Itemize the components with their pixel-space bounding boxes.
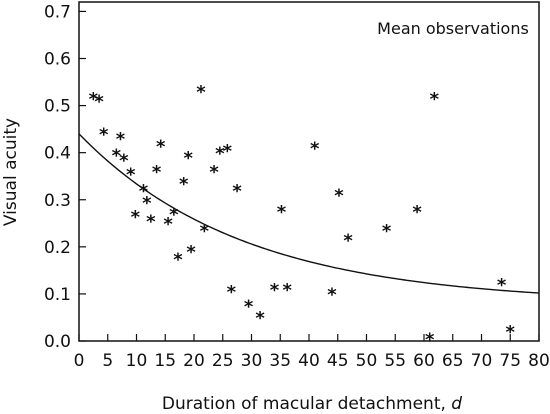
- plot-frame: [78, 1, 540, 342]
- data-point: *: [184, 148, 194, 169]
- x-axis-title: Duration of macular detachment, d: [162, 394, 462, 414]
- data-point: *: [146, 212, 156, 233]
- data-point: *: [89, 89, 99, 110]
- data-point: *: [282, 280, 292, 301]
- x-tick-label: 60: [413, 351, 435, 371]
- data-point: *: [156, 136, 166, 157]
- x-axis-title-variable: d: [451, 394, 462, 414]
- data-point: *: [425, 329, 435, 350]
- x-tick-label: 35: [269, 351, 291, 371]
- data-point: *: [94, 92, 104, 113]
- data-point: *: [200, 221, 210, 242]
- data-point: *: [255, 308, 265, 329]
- x-tick-label: 55: [384, 351, 406, 371]
- y-axis-title: Visual acuity: [1, 118, 21, 226]
- x-tick-label: 25: [212, 351, 234, 371]
- data-point: *: [227, 282, 237, 303]
- data-point: *: [163, 214, 173, 235]
- data-point: *: [131, 207, 141, 228]
- data-point: *: [334, 186, 344, 207]
- data-point: *: [310, 139, 320, 160]
- data-point: *: [179, 174, 189, 195]
- data-point: *: [196, 82, 206, 103]
- data-point: *: [99, 124, 109, 145]
- data-point: *: [497, 275, 507, 296]
- data-point: *: [215, 143, 225, 164]
- y-tick-label: 0.7: [44, 2, 71, 22]
- data-point: *: [112, 146, 122, 167]
- data-point: *: [277, 202, 287, 223]
- y-tick-label: 0.1: [44, 285, 71, 305]
- data-point: *: [244, 296, 254, 317]
- data-point: *: [169, 205, 179, 226]
- x-axis-title-text: Duration of macular detachment,: [162, 394, 451, 414]
- data-point: *: [270, 280, 280, 301]
- y-tick-label: 0.0: [44, 332, 71, 352]
- x-tick-label: 30: [241, 351, 263, 371]
- x-tick-label: 65: [442, 351, 464, 371]
- data-point: *: [430, 89, 440, 110]
- data-point: *: [343, 230, 353, 251]
- data-point: *: [126, 165, 136, 186]
- chart-annotation: Mean observations: [377, 19, 529, 38]
- x-axis: 0 5 10 15 20 25 30 35 40 45 50 55 60 65 70 75 80: [74, 334, 550, 371]
- x-tick-label: 10: [126, 351, 148, 371]
- y-tick-label: 0.4: [44, 144, 71, 164]
- y-tick-label: 0.3: [44, 191, 71, 211]
- data-points: *********************************** *****…: [89, 82, 516, 350]
- data-point: *: [142, 193, 152, 214]
- x-tick-label: 45: [327, 351, 349, 371]
- data-point: *: [119, 150, 129, 171]
- x-tick-label: 75: [499, 351, 521, 371]
- y-tick-label: 0.2: [44, 238, 71, 258]
- y-tick-label: 0.5: [44, 97, 71, 117]
- x-tick-label: 70: [471, 351, 493, 371]
- x-tick-label: 80: [528, 351, 550, 371]
- y-axis: 0.0 0.1 0.2 0.3 0.4 0.5 0.6 0.7: [44, 2, 86, 352]
- data-point: *: [116, 129, 126, 150]
- data-point: *: [327, 285, 337, 306]
- data-point: *: [173, 249, 183, 270]
- data-point: *: [506, 322, 516, 343]
- x-tick-label: 40: [298, 351, 320, 371]
- x-tick-label: 50: [356, 351, 378, 371]
- data-point: *: [232, 181, 242, 202]
- x-tick-label: 20: [183, 351, 205, 371]
- y-tick-label: 0.6: [44, 50, 71, 70]
- data-point: *: [412, 202, 422, 223]
- x-tick-label: 0: [74, 351, 85, 371]
- data-point: *: [382, 221, 392, 242]
- x-tick-label: 5: [102, 351, 113, 371]
- x-tick-label: 15: [154, 351, 176, 371]
- data-point: *: [152, 162, 162, 183]
- data-point: *: [139, 181, 149, 202]
- data-point: *: [223, 141, 233, 162]
- fit-curve: [78, 133, 540, 294]
- data-point: *: [209, 162, 219, 183]
- data-point: *: [186, 242, 196, 263]
